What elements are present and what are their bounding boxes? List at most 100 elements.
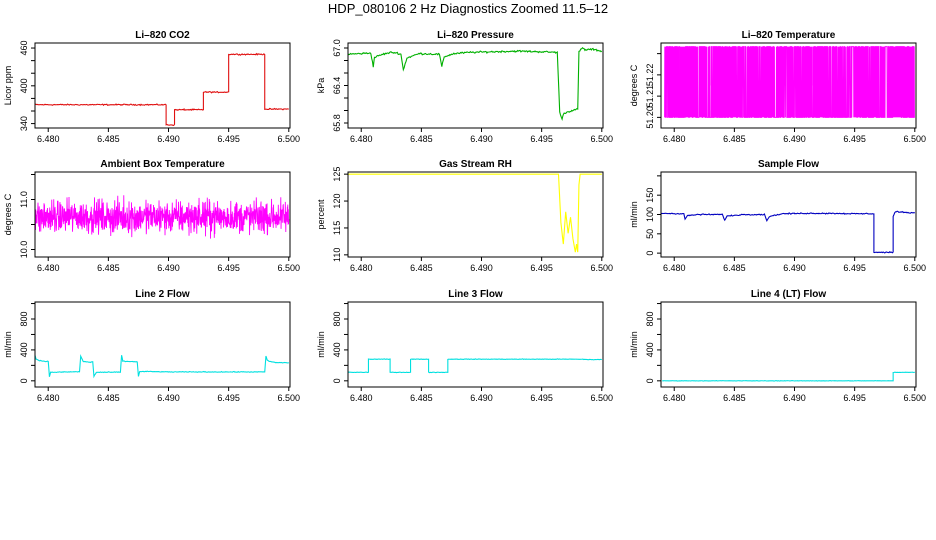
y-tick-label: 110 <box>332 248 342 262</box>
y-tick-label: 50 <box>645 229 655 239</box>
panel-9: Line 4 (LT) Flow ml/min 6.480 6.485 6.490 6.4… <box>629 289 926 403</box>
x-tick-label: 6.495 <box>530 393 553 403</box>
data-area <box>661 210 915 254</box>
panel-6: Sample Flow ml/min 6.480 6.485 6.490 6.495 6.5… <box>629 159 926 273</box>
x-tick-label: 6.490 <box>783 134 806 144</box>
panel-title: Ambient Box Temperature <box>100 159 225 170</box>
panel-2: Li–820 Pressure kPa 6.480 6.485 6.490 6.495 6.… <box>316 30 613 144</box>
x-tick-label: 6.480 <box>663 263 686 273</box>
x-tick-label: 6.495 <box>217 263 240 273</box>
y-tick-label: 800 <box>19 311 29 326</box>
x-tick-label: 6.495 <box>843 393 866 403</box>
panel-title: Li–820 Temperature <box>742 30 836 41</box>
x-tick-label: 6.500 <box>591 263 614 273</box>
x-tick-label: 6.480 <box>37 134 60 144</box>
x-tick-label: 6.500 <box>278 263 301 273</box>
y-tick-label: 400 <box>332 342 342 357</box>
y-axis-label: ml/min <box>629 201 639 228</box>
panel-title: Sample Flow <box>758 159 819 170</box>
y-tick-label: 0 <box>645 378 655 383</box>
series-line <box>35 195 290 239</box>
plot-frame <box>660 301 917 388</box>
x-tick-label: 6.495 <box>530 263 553 273</box>
x-tick-label: 6.495 <box>843 134 866 144</box>
y-tick-label: 800 <box>645 311 655 326</box>
y-tick-label: 800 <box>332 311 342 326</box>
plot-frame <box>347 171 604 258</box>
y-axis-label: degrees C <box>3 193 13 235</box>
y-tick-label: 400 <box>645 342 655 357</box>
series-line <box>348 46 603 122</box>
y-tick-label: 51.20 <box>645 106 655 129</box>
x-tick-label: 6.485 <box>410 263 433 273</box>
y-tick-label: 100 <box>645 207 655 222</box>
x-tick-label: 6.500 <box>278 134 301 144</box>
panel-1: Li–820 CO2 Licor ppm 6.480 6.485 6.490 6.495 6… <box>3 30 300 144</box>
x-tick-label: 6.500 <box>278 393 301 403</box>
data-area <box>348 358 602 374</box>
x-tick-label: 6.485 <box>410 134 433 144</box>
x-tick-label: 6.485 <box>723 134 746 144</box>
x-tick-label: 6.485 <box>97 393 120 403</box>
main-title: HDP_080106 2 Hz Diagnostics Zoomed 11.5–… <box>327 1 609 16</box>
x-tick-label: 6.480 <box>350 134 373 144</box>
data-area <box>348 173 602 253</box>
plot-frame <box>347 42 604 129</box>
y-axis-label: ml/min <box>3 331 13 358</box>
panel-3: Li–820 Temperature degrees C 6.480 6.485 6.4… <box>629 30 926 144</box>
x-tick-label: 6.480 <box>350 393 373 403</box>
x-tick-label: 6.500 <box>904 263 927 273</box>
y-tick-label: 10.0 <box>19 241 29 259</box>
y-tick-label: 115 <box>332 221 342 235</box>
y-tick-label: 0 <box>645 251 655 256</box>
x-tick-label: 6.485 <box>723 393 746 403</box>
y-axis-label: percent <box>316 199 326 230</box>
y-tick-label: 67.0 <box>332 39 342 57</box>
panel-title: Li–820 CO2 <box>135 30 190 41</box>
series-line <box>662 371 915 382</box>
plot-frame <box>34 42 291 129</box>
y-tick-label: 11.0 <box>19 191 29 208</box>
x-tick-label: 6.480 <box>350 263 373 273</box>
y-axis-label: kPa <box>316 78 326 94</box>
panel-title: Li–820 Pressure <box>437 30 514 41</box>
panel-title: Line 4 (LT) Flow <box>751 289 827 300</box>
x-tick-label: 6.485 <box>723 263 746 273</box>
x-tick-label: 6.500 <box>904 393 927 403</box>
panel-5: Gas Stream RH percent 6.480 6.485 6.490 6.495… <box>316 159 613 273</box>
data-area <box>35 52 289 126</box>
y-tick-label: 400 <box>19 342 29 357</box>
x-tick-label: 6.495 <box>217 134 240 144</box>
x-tick-label: 6.500 <box>904 134 927 144</box>
y-tick-label: 120 <box>332 194 342 209</box>
y-axis-label: ml/min <box>629 331 639 358</box>
x-tick-label: 6.495 <box>217 393 240 403</box>
y-tick-label: 400 <box>19 78 29 93</box>
y-axis-label: ml/min <box>316 331 326 358</box>
y-tick-label: 340 <box>19 116 29 131</box>
panel-4: Ambient Box Temperature degrees C 6.480 6.4… <box>3 159 300 273</box>
x-tick-label: 6.490 <box>783 263 806 273</box>
panel-title: Gas Stream RH <box>439 159 512 170</box>
x-tick-label: 6.490 <box>157 134 180 144</box>
panel-7: Line 2 Flow ml/min 6.480 6.485 6.490 6.495 6.5… <box>3 289 300 403</box>
series-line <box>661 210 915 254</box>
series-line <box>35 353 289 379</box>
data-area <box>348 46 603 122</box>
y-axis-label: degrees C <box>629 64 639 106</box>
x-tick-label: 6.480 <box>663 134 686 144</box>
x-tick-label: 6.500 <box>591 393 614 403</box>
x-tick-label: 6.500 <box>591 134 614 144</box>
series-line <box>35 52 289 126</box>
y-tick-label: 125 <box>332 167 342 182</box>
panel-title: Line 3 Flow <box>448 289 503 300</box>
y-tick-label: 0 <box>332 378 342 383</box>
x-tick-label: 6.495 <box>530 134 553 144</box>
plot-frame <box>660 42 917 129</box>
x-tick-label: 6.485 <box>97 263 120 273</box>
y-tick-label: 0 <box>19 378 29 383</box>
x-tick-label: 6.490 <box>470 263 493 273</box>
x-tick-label: 6.490 <box>157 393 180 403</box>
y-tick-label: 51.21 <box>645 85 655 108</box>
